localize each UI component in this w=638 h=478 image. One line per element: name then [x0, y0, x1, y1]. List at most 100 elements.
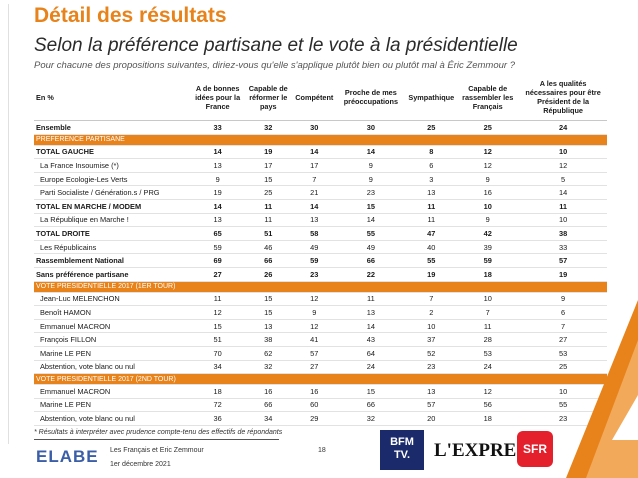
table-cell: 10	[406, 319, 457, 334]
table-cell: 43	[335, 332, 407, 347]
table-cell: 59	[293, 253, 336, 268]
table-cell: 66	[335, 253, 407, 268]
row-label: Les Républicains	[34, 240, 192, 255]
table-cell: 33	[192, 120, 244, 135]
table-cell: 3	[406, 172, 457, 187]
row-label: La France Insoumise (*)	[34, 158, 192, 173]
table-cell: 30	[335, 120, 407, 135]
table-cell: 32	[243, 360, 294, 375]
table-cell: 11	[243, 199, 294, 214]
table-cell: 47	[406, 226, 457, 241]
table-cell: 10	[456, 292, 520, 307]
table-cell: 38	[519, 226, 607, 241]
table-cell: 15	[243, 172, 294, 187]
row-label: Abstention, vote blanc ou nul	[34, 411, 192, 426]
table-cell: 10	[519, 384, 607, 399]
table-cell: 65	[192, 226, 244, 241]
page-number: 18	[318, 447, 326, 454]
table-cell: 57	[406, 398, 457, 413]
table-cell: 14	[192, 145, 244, 160]
table-cell: 33	[519, 240, 607, 255]
section-label: PREFERENCE PARTISANE	[34, 134, 607, 146]
table-body: Ensemble 33 32 30 30 25 25 24 PREFERENCE PARTISA…	[34, 120, 607, 426]
table-cell: 18	[456, 267, 520, 282]
results-table: En % A de bonnes idées pour la France Ca…	[34, 74, 607, 426]
study-date: 1er décembre 2021	[110, 461, 171, 468]
page-subtitle: Selon la préférence partisane et le vote…	[34, 35, 518, 56]
table-cell: 66	[243, 398, 294, 413]
table-cell: 10	[519, 145, 607, 160]
table-cell: 51	[243, 226, 294, 241]
table-cell: 14	[293, 199, 336, 214]
table-cell: 13	[406, 384, 457, 399]
column-header-label: En %	[34, 74, 192, 121]
table-cell: 13	[335, 305, 407, 320]
table-cell: 60	[293, 398, 336, 413]
table-cell: 64	[335, 346, 407, 361]
column-header: A de bonnes idées pour la France	[192, 74, 244, 121]
table-cell: 15	[335, 384, 407, 399]
table-row: Ensemble 33 32 30 30 25 25 24	[34, 120, 607, 135]
table-cell: 53	[456, 346, 520, 361]
table-cell: 59	[456, 253, 520, 268]
section-label: VOTE PRESIDENTIELLE 2017 (2ND TOUR)	[34, 373, 607, 386]
table-cell: 24	[456, 360, 520, 375]
table-cell: 11	[406, 199, 457, 214]
row-label: TOTAL GAUCHE	[34, 145, 192, 160]
table-cell: 9	[192, 172, 244, 187]
table-cell: 72	[192, 398, 244, 413]
table-cell: 28	[456, 332, 520, 347]
table-cell: 59	[192, 240, 244, 255]
table-cell: 38	[243, 332, 294, 347]
table-row: Abstention, vote blanc ou nul 36 34 29 32 20 1…	[34, 411, 607, 426]
table-row: Abstention, vote blanc ou nul 34 32 27 24 23 2…	[34, 360, 607, 375]
table-cell: 70	[192, 346, 244, 361]
table-cell: 19	[192, 185, 244, 200]
table-row: Sans préférence partisane 27 26 23 22 19 18 19	[34, 267, 607, 282]
table-cell: 32	[335, 411, 407, 426]
table-cell: 11	[243, 213, 294, 228]
row-label: Emmanuel MACRON	[34, 319, 192, 334]
table-cell: 13	[243, 319, 294, 334]
page-title: Détail des résultats	[34, 4, 227, 27]
table-cell: 57	[293, 346, 336, 361]
table-cell: 10	[456, 199, 520, 214]
table-cell: 14	[335, 213, 407, 228]
footnote-divider	[34, 439, 279, 440]
footnote: * Résultats à interpréter avec prudence …	[34, 429, 283, 436]
table-cell: 19	[406, 267, 457, 282]
table-cell: 29	[293, 411, 336, 426]
row-label: François FILLON	[34, 332, 192, 347]
table-cell: 13	[192, 213, 244, 228]
table-cell: 32	[243, 120, 294, 135]
column-header: Capable de réformer le pays	[243, 74, 294, 121]
lexpress-logo: L'EXPRESS	[434, 440, 538, 461]
table-cell: 57	[519, 253, 607, 268]
table-row: Parti Socialiste / Génération.s / PRG 19 2…	[34, 185, 607, 200]
table-cell: 12	[456, 384, 520, 399]
table-row: Emmanuel MACRON 15 13 12 14 10 11 7	[34, 319, 607, 334]
table-cell: 13	[406, 185, 457, 200]
row-label: Rassemblement National	[34, 253, 192, 268]
table-cell: 20	[406, 411, 457, 426]
row-label: TOTAL DROITE	[34, 226, 192, 241]
table-cell: 12	[192, 305, 244, 320]
table-cell: 40	[406, 240, 457, 255]
table-cell: 15	[335, 199, 407, 214]
table-cell: 2	[406, 305, 457, 320]
table-row: Les Républicains 59 46 49 49 40 39 33	[34, 240, 607, 255]
table-cell: 12	[293, 292, 336, 307]
table-cell: 11	[406, 213, 457, 228]
table-cell: 62	[243, 346, 294, 361]
table-cell: 19	[519, 267, 607, 282]
table-cell: 7	[293, 172, 336, 187]
table-cell: 16	[456, 185, 520, 200]
table-cell: 25	[243, 185, 294, 200]
column-header: Capable de rassembler les Français	[456, 74, 520, 121]
table-cell: 9	[335, 158, 407, 173]
question-text: Pour chacune des propositions suivantes,…	[34, 60, 516, 71]
table-row: Marine LE PEN 70 62 57 64 52 53 53	[34, 346, 607, 361]
table-cell: 25	[456, 120, 520, 135]
table-header-row: En % A de bonnes idées pour la France Ca…	[34, 74, 607, 121]
table-cell: 55	[519, 398, 607, 413]
